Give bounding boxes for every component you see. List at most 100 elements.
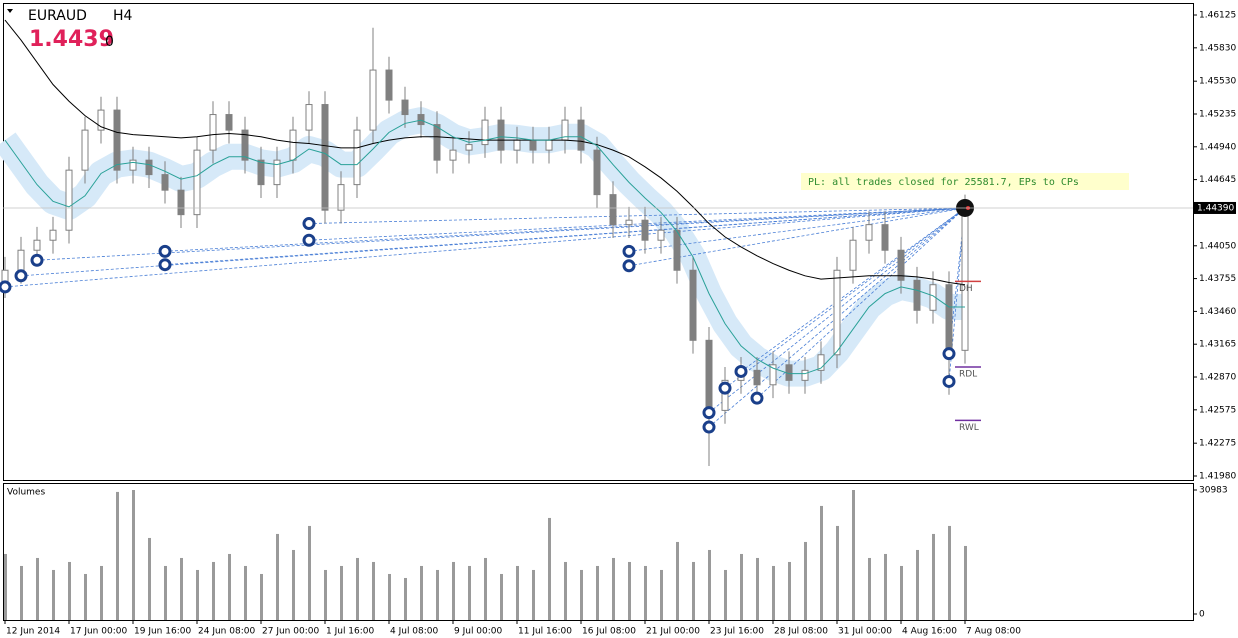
- candle-body: [113, 109, 121, 171]
- x-tick-label: 31 Jul 00:00: [838, 627, 892, 637]
- candle-body: [673, 229, 681, 271]
- candle-body: [529, 139, 537, 151]
- y-tick-label: 1.41980: [1199, 471, 1236, 481]
- volume-bar: [692, 561, 695, 620]
- entry-marker: [734, 364, 748, 378]
- volume-bar: [532, 569, 535, 620]
- candle-body: [753, 369, 761, 386]
- entry-marker: [622, 259, 636, 273]
- volume-bar: [180, 557, 183, 620]
- entry-marker: [158, 258, 172, 272]
- timeframe: H4: [113, 8, 133, 24]
- candle-body: [161, 174, 169, 191]
- level-label: RWL: [959, 423, 979, 433]
- volume-bar: [20, 565, 23, 620]
- volume-bar: [580, 569, 583, 620]
- candle-body: [401, 99, 409, 116]
- trade-line: [164, 207, 966, 252]
- volume-bar: [740, 553, 743, 620]
- level-label: DH: [959, 284, 973, 294]
- candle-body: [321, 104, 329, 211]
- volume-bar: [468, 565, 471, 620]
- volume-bar: [196, 569, 199, 620]
- candle-body: [465, 144, 473, 151]
- x-tick-label: 7 Aug 08:00: [966, 627, 1021, 637]
- volume-bar: [356, 557, 359, 620]
- volume-bar: [900, 565, 903, 620]
- candle-body: [609, 194, 617, 226]
- volume-bar: [244, 565, 247, 620]
- volume-bar: [260, 573, 263, 620]
- candle-body: [865, 224, 873, 241]
- entry-marker: [14, 269, 28, 283]
- volume-bar: [84, 573, 87, 620]
- entry-marker: [158, 244, 172, 258]
- trade-line: [4, 207, 966, 288]
- candle-body: [433, 124, 441, 161]
- candle-body: [273, 159, 281, 186]
- y-tick-label: 1.42275: [1199, 439, 1236, 449]
- volume-bar: [516, 565, 519, 620]
- x-tick-label: 23 Jul 16:00: [710, 627, 764, 637]
- spread: 0: [105, 34, 114, 50]
- x-tick-label: 17 Jun 00:00: [70, 627, 127, 637]
- volume-bar: [644, 565, 647, 620]
- candle-body: [177, 189, 185, 216]
- candle-body: [801, 369, 809, 381]
- volume-bar: [660, 569, 663, 620]
- x-tick-label: 11 Jul 16:00: [518, 627, 572, 637]
- volume-tick-label: 30983: [1199, 486, 1228, 496]
- trade-line: [628, 207, 966, 267]
- volume-bar: [788, 561, 791, 620]
- volume-bar: [452, 561, 455, 620]
- entry-marker: [302, 217, 316, 231]
- volume-bar: [212, 561, 215, 620]
- volume-title: Volumes: [7, 488, 45, 498]
- volume-bar: [964, 545, 967, 620]
- candle-body: [337, 184, 345, 211]
- volume-bar: [772, 565, 775, 620]
- x-tick-label: 12 Jun 2014: [6, 627, 60, 637]
- candle-body: [657, 229, 665, 241]
- candle-body: [625, 219, 633, 226]
- candle-body: [817, 354, 825, 371]
- symbol: EURAUD: [28, 8, 87, 24]
- candle-body: [17, 249, 25, 271]
- entry-marker: [718, 381, 732, 395]
- level-label: RDL: [959, 370, 977, 380]
- volume-bar: [916, 549, 919, 620]
- y-tick-label: 1.43460: [1199, 307, 1236, 317]
- entry-marker: [0, 280, 12, 294]
- candle-body: [689, 269, 697, 341]
- y-tick-label: 1.45235: [1199, 109, 1236, 119]
- candle-body: [833, 269, 841, 356]
- x-tick-label: 21 Jul 00:00: [646, 627, 700, 637]
- candle-body: [769, 364, 777, 386]
- volume-bar: [372, 561, 375, 620]
- volume-bar: [596, 565, 599, 620]
- candle-body: [897, 249, 905, 281]
- volume-bar: [548, 517, 551, 620]
- y-tick-label: 1.44940: [1199, 142, 1236, 152]
- volume-bar: [132, 490, 135, 620]
- x-tick-label: 27 Jun 00:00: [262, 627, 319, 637]
- x-tick-label: 4 Jul 08:00: [390, 627, 439, 637]
- candle-body: [305, 104, 313, 131]
- volume-bar: [420, 565, 423, 620]
- candle-body: [145, 159, 153, 176]
- menu-arrow[interactable]: [7, 9, 13, 13]
- volume-bar: [820, 505, 823, 620]
- y-tick-label: 1.46125: [1199, 11, 1236, 21]
- volume-bar: [68, 561, 71, 620]
- candle-body: [353, 129, 361, 186]
- volume-bar: [436, 569, 439, 620]
- candle-body: [961, 207, 969, 351]
- volume-bar: [116, 491, 119, 620]
- trade-line: [708, 207, 966, 428]
- candle-body: [497, 119, 505, 151]
- volume-bar: [292, 549, 295, 620]
- volume-bar: [484, 557, 487, 620]
- volume-bar: [708, 549, 711, 620]
- candle-body: [193, 149, 201, 216]
- candle-body: [225, 114, 233, 131]
